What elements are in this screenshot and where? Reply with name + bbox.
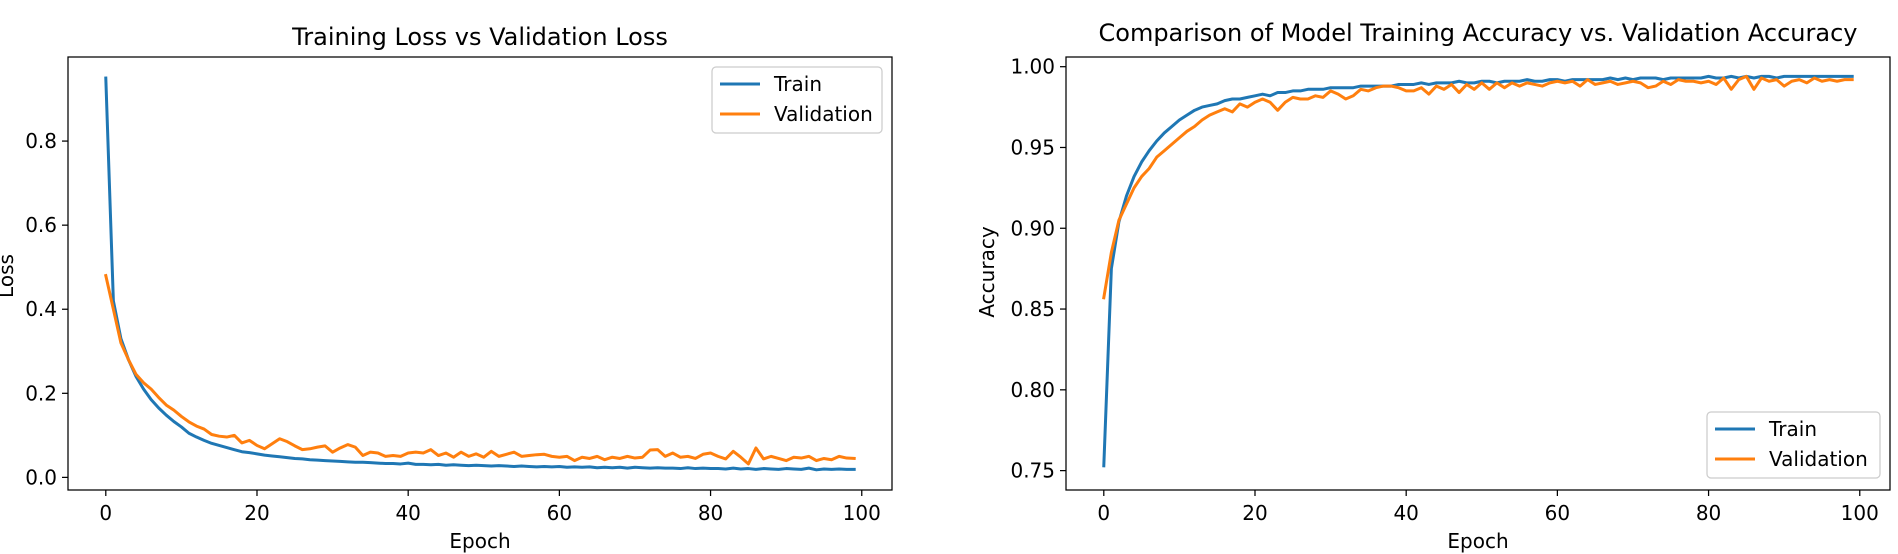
accuracy-y-tick-label: 0.80 (1010, 378, 1055, 402)
loss-x-tick-label: 60 (547, 501, 572, 525)
loss-x-tick-label: 80 (698, 501, 723, 525)
accuracy-chart-xlabel: Epoch (1447, 529, 1508, 553)
accuracy-legend-label-validation: Validation (1769, 447, 1868, 471)
loss-x-tick-label: 20 (244, 501, 269, 525)
accuracy-legend: Train Validation (1706, 411, 1881, 479)
accuracy-y-tick-label: 1.00 (1010, 55, 1055, 79)
accuracy-x-tick-label: 60 (1545, 501, 1570, 525)
accuracy-x-tick-label: 20 (1242, 501, 1267, 525)
accuracy-x-tick-label: 0 (1097, 501, 1110, 525)
accuracy-chart-title: Comparison of Model Training Accuracy vs… (1099, 19, 1858, 47)
accuracy-series-validation-line (1102, 74, 1854, 300)
loss-y-tick-label: 0.0 (25, 465, 57, 489)
loss-x-tick-label: 40 (395, 501, 420, 525)
loss-chart-title: Training Loss vs Validation Loss (291, 23, 668, 51)
accuracy-x-tick-label: 100 (1841, 501, 1879, 525)
accuracy-y-tick-label: 0.90 (1010, 216, 1055, 240)
accuracy-series-train-line (1102, 74, 1854, 468)
loss-chart-ylabel: Loss (0, 254, 18, 298)
loss-chart-xlabel: Epoch (449, 529, 510, 553)
loss-plot-frame (67, 56, 893, 491)
loss-series-validation-line (104, 273, 856, 466)
loss-y-tick-label: 0.4 (25, 297, 57, 321)
loss-legend-label-train: Train (773, 72, 822, 96)
loss-legend: Train Validation (711, 66, 883, 134)
loss-series-train-line (104, 76, 856, 472)
accuracy-x-tick-label: 40 (1393, 501, 1418, 525)
accuracy-legend-label-train: Train (1768, 417, 1817, 441)
loss-chart: Training Loss vs Validation Loss Epoch L… (0, 23, 893, 553)
loss-x-tick-label: 0 (99, 501, 112, 525)
accuracy-chart: Comparison of Model Training Accuracy vs… (975, 19, 1891, 553)
accuracy-x-tick-label: 80 (1696, 501, 1721, 525)
loss-x-tick-label: 100 (843, 501, 881, 525)
accuracy-y-tick-label: 0.95 (1010, 135, 1055, 159)
loss-y-tick-label: 0.6 (25, 213, 57, 237)
accuracy-y-tick-label: 0.85 (1010, 297, 1055, 321)
loss-y-tick-label: 0.2 (25, 381, 57, 405)
accuracy-y-tick-label: 0.75 (1010, 459, 1055, 483)
accuracy-plot-frame (1065, 56, 1891, 491)
loss-y-tick-label: 0.8 (25, 129, 57, 153)
accuracy-chart-ylabel: Accuracy (975, 226, 999, 317)
loss-legend-label-validation: Validation (774, 102, 873, 126)
